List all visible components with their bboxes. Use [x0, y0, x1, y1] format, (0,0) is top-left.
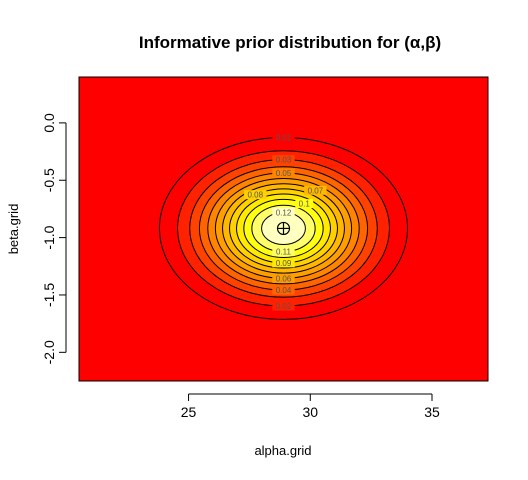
y-tick-label: -0.5 [41, 168, 57, 192]
x-axis-label: alpha.grid [254, 443, 311, 458]
contour-label-0.05: 0.05 [276, 169, 292, 178]
contour-label-0.12: 0.12 [276, 208, 292, 217]
y-axis: 0.0 -0.5 -1.0 -1.5 -2.0 [41, 113, 66, 364]
y-axis-label: beta.grid [6, 204, 21, 255]
x-tick-label: 30 [302, 404, 318, 420]
contour-label-0.01: 0.01 [276, 133, 292, 142]
contour-label-0.11: 0.11 [276, 248, 292, 257]
contour-label-0.09: 0.09 [276, 259, 292, 268]
contour-label-0.08: 0.08 [247, 191, 263, 200]
x-tick-label: 35 [424, 404, 440, 420]
y-tick-label: 0.0 [41, 113, 57, 133]
x-axis: 25 30 35 [181, 394, 440, 420]
contour-label-0.06: 0.06 [276, 274, 292, 283]
contour-label-0.1: 0.1 [299, 200, 311, 209]
contour-label-0.02: 0.02 [276, 302, 292, 311]
chart-title: Informative prior distribution for (α,β) [139, 33, 441, 52]
mode-marker [278, 222, 290, 234]
y-tick-label: -2.0 [41, 340, 57, 364]
contour-label-0.04: 0.04 [276, 286, 292, 295]
y-tick-label: -1.0 [41, 225, 57, 249]
contour-label-0.07: 0.07 [308, 186, 324, 195]
y-tick-label: -1.5 [41, 283, 57, 307]
plot-area: 0.01 0.02 0.03 0.04 0.05 0.06 0.07 0.08 0.09 0.1 0… [79, 77, 488, 381]
contour-label-0.03: 0.03 [276, 156, 292, 165]
x-tick-label: 25 [181, 404, 197, 420]
